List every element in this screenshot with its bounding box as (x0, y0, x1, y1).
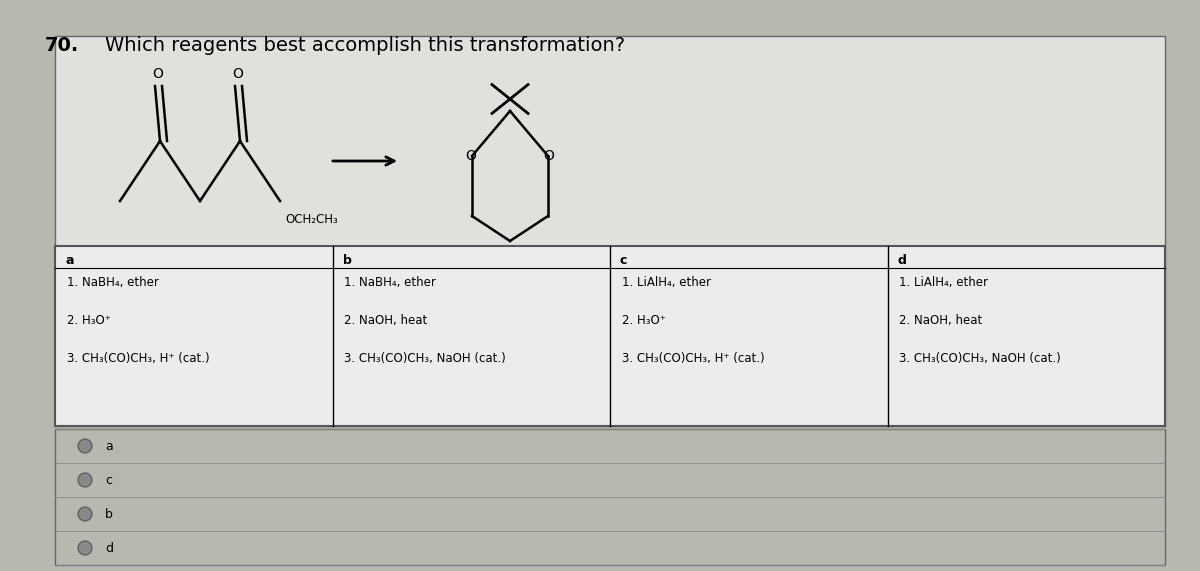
Text: Which reagents best accomplish this transformation?: Which reagents best accomplish this tran… (106, 36, 625, 55)
Text: O: O (544, 149, 554, 163)
Text: 2. NaOH, heat: 2. NaOH, heat (344, 314, 427, 327)
Text: 2. H₃O⁺: 2. H₃O⁺ (67, 314, 110, 327)
Text: 2. H₃O⁺: 2. H₃O⁺ (622, 314, 666, 327)
FancyBboxPatch shape (55, 246, 1165, 426)
Text: d: d (898, 254, 906, 267)
Text: d: d (106, 541, 113, 554)
Text: c: c (106, 473, 112, 486)
Text: b: b (342, 254, 352, 267)
Text: 1. LiAlH₄, ether: 1. LiAlH₄, ether (900, 276, 989, 289)
Text: O: O (233, 67, 244, 81)
Circle shape (78, 439, 92, 453)
Text: 3. CH₃(CO)CH₃, H⁺ (cat.): 3. CH₃(CO)CH₃, H⁺ (cat.) (622, 352, 764, 365)
Text: 1. NaBH₄, ether: 1. NaBH₄, ether (67, 276, 158, 289)
Text: 2. NaOH, heat: 2. NaOH, heat (900, 314, 983, 327)
Text: 3. CH₃(CO)CH₃, NaOH (cat.): 3. CH₃(CO)CH₃, NaOH (cat.) (900, 352, 1061, 365)
Text: 1. NaBH₄, ether: 1. NaBH₄, ether (344, 276, 437, 289)
Text: 3. CH₃(CO)CH₃, H⁺ (cat.): 3. CH₃(CO)CH₃, H⁺ (cat.) (67, 352, 210, 365)
Text: 70.: 70. (46, 36, 79, 55)
Text: O: O (152, 67, 163, 81)
FancyBboxPatch shape (55, 36, 1165, 426)
Circle shape (78, 507, 92, 521)
Text: O: O (466, 149, 476, 163)
Text: OCH₂CH₃: OCH₂CH₃ (284, 213, 337, 226)
Text: a: a (65, 254, 73, 267)
Text: a: a (106, 440, 113, 452)
Circle shape (78, 541, 92, 555)
Circle shape (78, 473, 92, 487)
Text: c: c (620, 254, 628, 267)
Text: 3. CH₃(CO)CH₃, NaOH (cat.): 3. CH₃(CO)CH₃, NaOH (cat.) (344, 352, 506, 365)
Text: b: b (106, 508, 113, 521)
Text: 1. LiAlH₄, ether: 1. LiAlH₄, ether (622, 276, 710, 289)
